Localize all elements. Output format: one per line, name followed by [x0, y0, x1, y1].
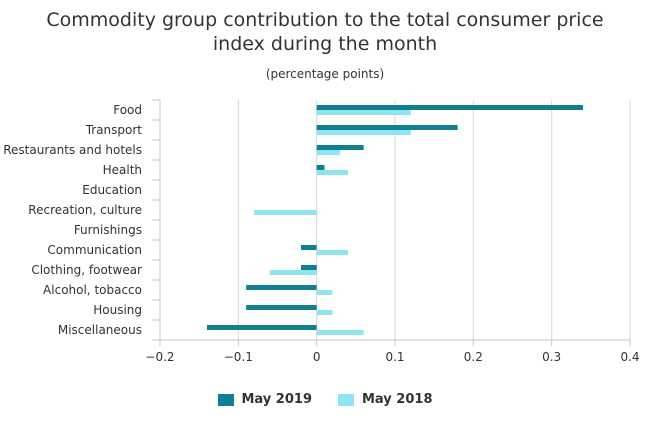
x-tick-label: 0	[313, 350, 321, 364]
category-label: Restaurants and hotels	[3, 143, 142, 157]
bar-may-2019	[316, 125, 458, 130]
category-label: Housing	[93, 303, 142, 317]
bar-may-2018	[316, 110, 411, 115]
chart-subtitle: (percentage points)	[265, 67, 385, 81]
x-tick-label: 0.3	[542, 350, 561, 364]
category-label: Recreation, culture	[28, 203, 142, 217]
category-label: Furnishings	[74, 223, 142, 237]
x-tick-label: −0.2	[145, 350, 174, 364]
bar-may-2019	[316, 145, 364, 150]
bar-may-2018	[316, 150, 341, 155]
category-label: Alcohol, tobacco	[43, 283, 142, 297]
x-tick-label: 0.4	[620, 350, 639, 364]
bar-may-2018	[316, 310, 333, 315]
bar-may-2018	[269, 270, 317, 275]
category-label: Transport	[85, 123, 143, 137]
bar-may-2018	[316, 250, 348, 255]
bar-may-2019	[246, 305, 317, 310]
legend-label-may-2019: May 2019	[241, 392, 313, 407]
chart-title-line-1: Commodity group contribution to the tota…	[46, 9, 604, 31]
x-tick-label: 0.1	[385, 350, 404, 364]
chart-legend: May 2019 May 2018	[0, 392, 650, 407]
bar-may-2019	[246, 285, 317, 290]
category-label: Health	[103, 163, 142, 177]
bar-may-2018	[316, 170, 348, 175]
category-label: Food	[113, 103, 142, 117]
legend-item-may-2019[interactable]: May 2019	[217, 392, 313, 407]
legend-item-may-2018[interactable]: May 2018	[338, 392, 433, 407]
bar-may-2019	[316, 165, 325, 170]
legend-swatch-may-2018	[338, 393, 354, 406]
category-label: Clothing, footwear	[31, 263, 142, 277]
chart-title: Commodity group contribution to the tota…	[0, 8, 650, 56]
legend-label-may-2018: May 2018	[362, 392, 433, 407]
category-label: Miscellaneous	[58, 323, 142, 337]
x-tick-label: 0.2	[464, 350, 483, 364]
bar-may-2018	[316, 330, 364, 335]
bar-may-2018	[254, 210, 317, 215]
bar-may-2019	[301, 245, 317, 250]
bar-may-2018	[316, 290, 333, 295]
bar-may-2019	[207, 325, 317, 330]
legend-swatch-may-2019	[217, 393, 234, 406]
bar-may-2019	[301, 265, 317, 270]
x-tick-label: −0.1	[224, 350, 253, 364]
category-label: Education	[82, 183, 142, 197]
category-label: Communication	[47, 243, 142, 257]
bar-may-2019	[316, 105, 583, 110]
bar-may-2018	[316, 130, 411, 135]
chart-title-line-2: index during the month	[212, 33, 438, 55]
